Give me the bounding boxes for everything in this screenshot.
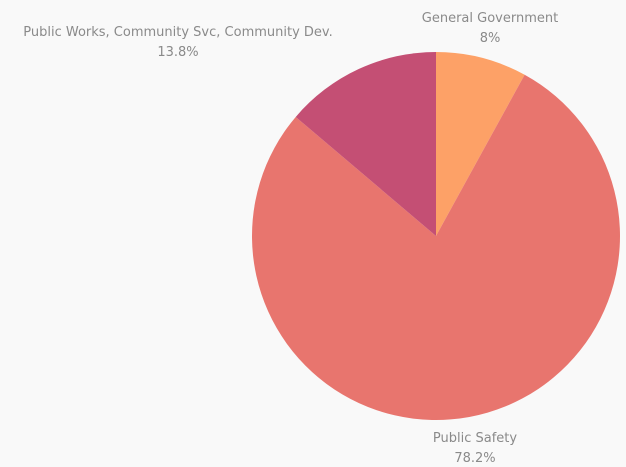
slice-value-label-0: 8%	[480, 31, 501, 46]
slice-label-1: Public Safety	[433, 431, 517, 446]
pie-slice-1	[252, 74, 620, 420]
slice-value-label-2: 13.8%	[157, 45, 198, 60]
slice-label-0: General Government	[422, 11, 558, 26]
pie-slices	[252, 52, 620, 420]
slice-value-label-1: 78.2%	[454, 451, 495, 463]
slice-label-2: Public Works, Community Svc, Community D…	[23, 25, 333, 40]
pie-slice-2	[295, 52, 436, 236]
pie-slice-0	[436, 52, 525, 236]
pie-labels: General Government 8% Public Safety 78.2% Pu…	[23, 11, 558, 466]
